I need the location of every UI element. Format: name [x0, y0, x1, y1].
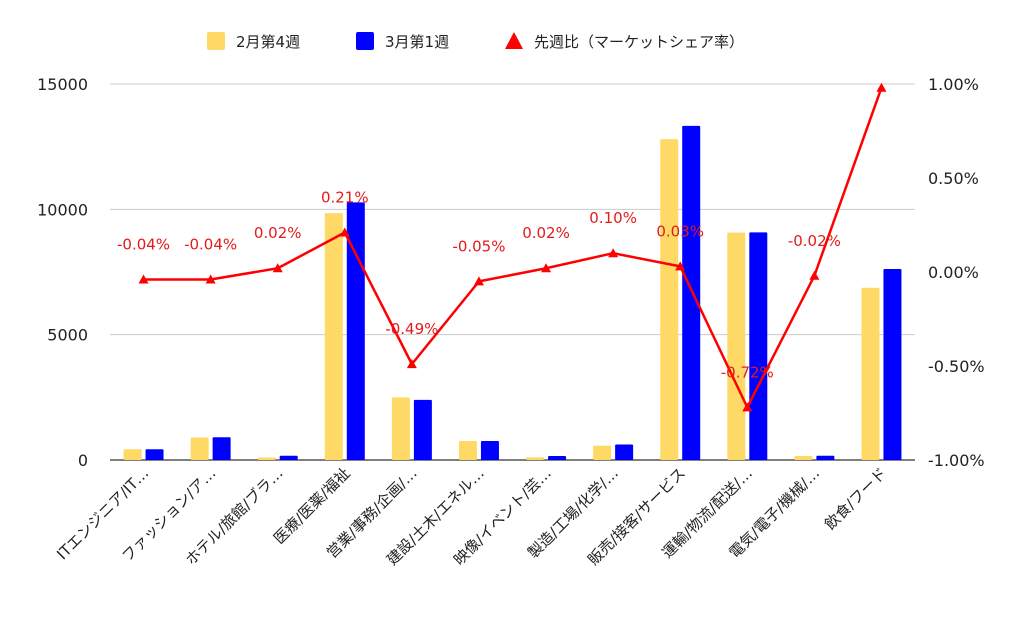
- x-axis-ticks: ITエンジニア/IT…ファッション/ア…ホテル/旅館/ブラ…医療/医薬/福祉営業…: [53, 464, 890, 569]
- bar-3月第1週: [816, 455, 835, 460]
- y-right-tick-label: 1.00%: [928, 75, 979, 94]
- line-point: [541, 263, 552, 273]
- line-point: [809, 270, 820, 280]
- bar-2月第4週: [324, 213, 343, 460]
- bar-3月第1週: [883, 268, 902, 460]
- bar-3月第1週: [749, 232, 768, 460]
- line-data-label: -0.72%: [721, 363, 774, 381]
- line-point: [473, 276, 484, 286]
- bar-2月第4週: [593, 445, 612, 460]
- bar-2月第4週: [660, 139, 679, 460]
- bar-3月第1週: [413, 399, 432, 460]
- legend: 2月第4週 3月第1週 先週比（マーケットシェア率）: [207, 32, 744, 51]
- line-path: [143, 87, 883, 409]
- bar-3月第1週: [682, 125, 701, 461]
- line-point: [339, 227, 350, 237]
- line-point: [138, 274, 149, 284]
- line-data-label: 0.21%: [321, 189, 369, 207]
- bar-3月第1週: [279, 455, 298, 460]
- y-right-tick-label: -1.00%: [928, 451, 985, 470]
- y-left-tick-label: 15000: [37, 75, 88, 94]
- line-point: [272, 263, 283, 273]
- bar-3月第1週: [145, 449, 164, 460]
- legend-label-2月第4週: 2月第4週: [236, 33, 300, 51]
- bar-2月第4週: [458, 440, 477, 460]
- y-left-tick-label: 5000: [47, 326, 88, 345]
- line-data-label: -0.49%: [385, 320, 438, 338]
- bar-2月第4週: [861, 287, 880, 460]
- line-data-label: -0.04%: [117, 236, 170, 254]
- y-right-tick-label: 0.00%: [928, 263, 979, 282]
- bar-3月第1週: [480, 440, 499, 460]
- bar-2月第4週: [123, 449, 142, 460]
- x-tick-label: 飲食/フード: [821, 464, 890, 533]
- line-data-label: -0.02%: [788, 232, 841, 250]
- bars: [123, 125, 902, 461]
- line-point: [608, 248, 619, 258]
- line-data-label: 0.10%: [589, 209, 637, 227]
- legend-label-3月第1週: 3月第1週: [385, 33, 449, 51]
- legend-swatch-3月第1週: [356, 32, 374, 50]
- bar-2月第4週: [794, 455, 813, 460]
- legend-swatch-2月第4週: [207, 32, 225, 50]
- bar-2月第4週: [190, 437, 209, 460]
- line-point: [406, 359, 417, 369]
- y-left-tick-label: 0: [78, 451, 88, 470]
- y-right-tick-label: -0.50%: [928, 357, 985, 376]
- bar-2月第4週: [391, 397, 410, 460]
- y-right-tick-label: 0.50%: [928, 169, 979, 188]
- legend-swatch-line: [505, 32, 523, 49]
- line-point: [205, 274, 216, 284]
- line-point: [675, 261, 686, 271]
- bar-2月第4週: [727, 232, 746, 460]
- gridlines: [110, 83, 915, 461]
- bar-3月第1週: [615, 444, 634, 460]
- line-series: [138, 82, 887, 412]
- legend-label-line: 先週比（マーケットシェア率）: [534, 33, 744, 51]
- bar-3月第1週: [346, 202, 365, 460]
- line-data-label: 0.03%: [656, 222, 704, 240]
- right-axis-ticks: -1.00% -0.50% 0.00% 0.50% 1.00%: [928, 75, 985, 470]
- line-data-labels: -0.04% -0.04% 0.02% 0.21% -0.49% -0.05% 0.02% 0…: [117, 189, 841, 382]
- line-data-label: 0.02%: [254, 224, 302, 242]
- bar-2月第4週: [257, 457, 276, 460]
- line-data-label: 0.02%: [522, 224, 570, 242]
- y-left-tick-label: 10000: [37, 200, 88, 219]
- line-point: [876, 82, 887, 92]
- line-point: [742, 402, 753, 412]
- bar-2月第4週: [526, 457, 545, 460]
- line-data-label: -0.04%: [184, 236, 237, 254]
- line-data-label: -0.05%: [452, 237, 505, 255]
- left-axis-ticks: 0 5000 10000 15000: [37, 75, 88, 470]
- bar-3月第1週: [212, 437, 231, 460]
- bar-3月第1週: [548, 455, 567, 460]
